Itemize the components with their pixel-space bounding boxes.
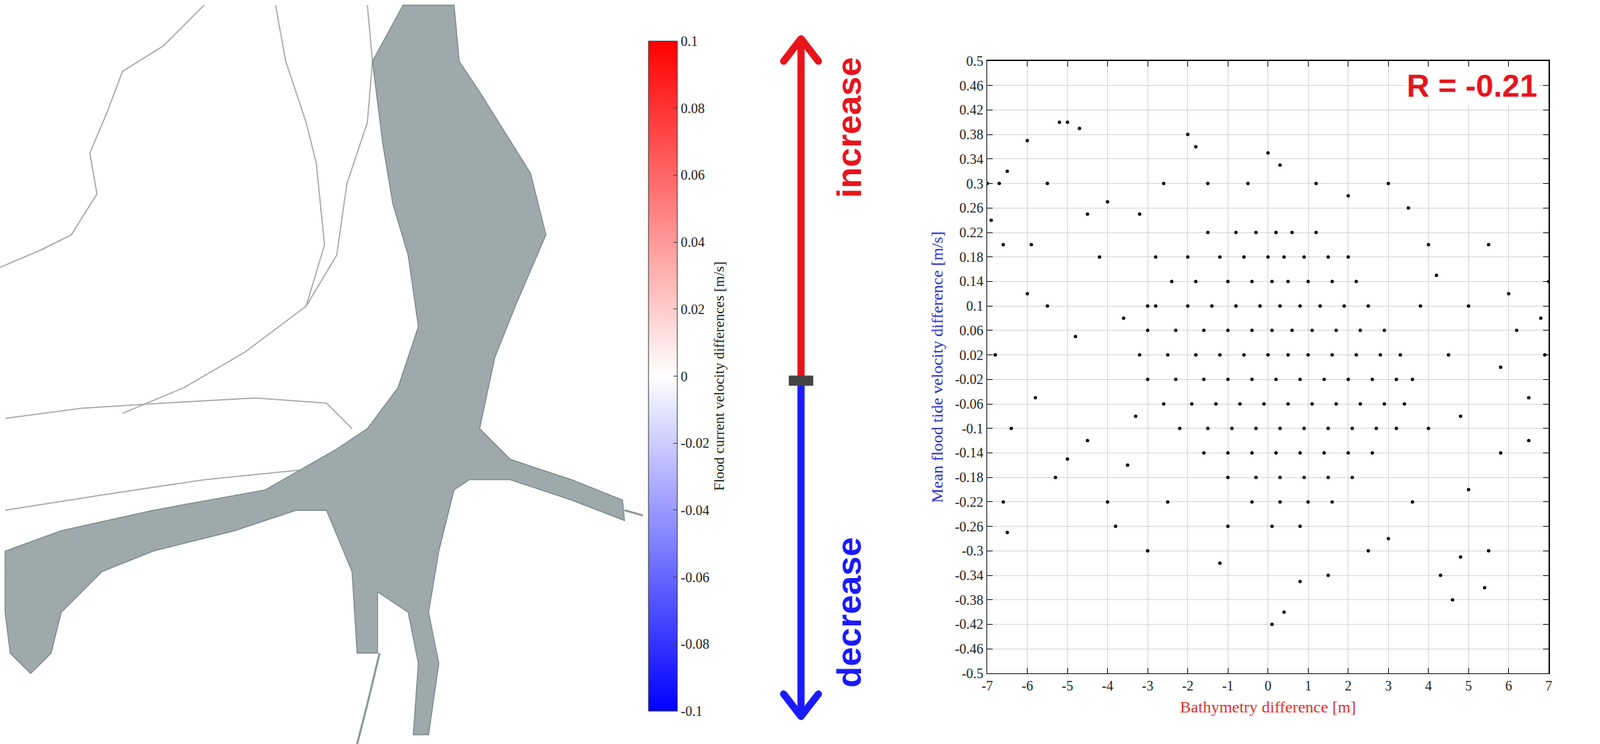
svg-text:5: 5 <box>1464 677 1472 694</box>
svg-text:Mean flood tide velocity diffe: Mean flood tide velocity difference [m/s… <box>928 231 947 503</box>
svg-text:decrease: decrease <box>829 536 869 687</box>
svg-text:Bathymetry difference [m]: Bathymetry difference [m] <box>1179 697 1356 716</box>
svg-text:6: 6 <box>1505 677 1513 694</box>
svg-text:-0.06: -0.06 <box>954 396 984 412</box>
svg-text:-7: -7 <box>981 677 994 694</box>
svg-text:-2: -2 <box>1181 677 1194 694</box>
svg-text:1: 1 <box>1304 677 1312 694</box>
svg-text:0.18: 0.18 <box>959 249 984 265</box>
svg-text:-3: -3 <box>1142 677 1154 694</box>
svg-text:-0.02: -0.02 <box>680 435 710 451</box>
svg-text:0: 0 <box>680 368 688 384</box>
svg-text:R = -0.21: R = -0.21 <box>1406 67 1538 104</box>
svg-text:0.02: 0.02 <box>680 301 705 317</box>
svg-text:0.38: 0.38 <box>959 126 984 142</box>
svg-text:0.5: 0.5 <box>966 53 984 69</box>
svg-text:-4: -4 <box>1101 677 1114 694</box>
svg-text:3: 3 <box>1384 677 1392 694</box>
svg-text:-0.06: -0.06 <box>680 569 710 585</box>
svg-text:-0.3: -0.3 <box>961 542 984 559</box>
svg-text:-6: -6 <box>1021 677 1034 694</box>
svg-text:0.04: 0.04 <box>680 234 705 250</box>
svg-text:-0.5: -0.5 <box>961 665 984 681</box>
svg-text:-0.22: -0.22 <box>954 494 984 510</box>
svg-text:-0.26: -0.26 <box>954 518 984 535</box>
svg-text:0.1: 0.1 <box>680 33 698 49</box>
svg-text:Flood current velocity differe: Flood current velocity differences [m/s] <box>710 261 728 491</box>
svg-text:0: 0 <box>1264 677 1272 694</box>
svg-text:7: 7 <box>1545 677 1553 694</box>
svg-text:-0.42: -0.42 <box>954 616 984 632</box>
svg-text:0.08: 0.08 <box>680 100 705 116</box>
svg-text:-0.04: -0.04 <box>680 502 710 518</box>
svg-text:2: 2 <box>1344 677 1352 694</box>
svg-text:0.1: 0.1 <box>966 298 984 314</box>
svg-text:-0.38: -0.38 <box>954 592 984 608</box>
svg-text:0.06: 0.06 <box>959 322 984 338</box>
svg-text:0.14: 0.14 <box>959 273 984 289</box>
svg-text:0.06: 0.06 <box>680 167 705 183</box>
svg-text:-1: -1 <box>1222 677 1234 694</box>
svg-text:0.42: 0.42 <box>959 102 984 118</box>
svg-text:0.3: 0.3 <box>966 176 984 192</box>
svg-text:increase: increase <box>829 56 869 198</box>
svg-text:-0.1: -0.1 <box>961 420 984 436</box>
svg-text:0.46: 0.46 <box>959 78 984 94</box>
svg-text:-0.34: -0.34 <box>954 567 984 583</box>
svg-text:0.22: 0.22 <box>959 224 984 240</box>
svg-text:0.02: 0.02 <box>959 347 984 363</box>
svg-text:-0.46: -0.46 <box>954 640 984 657</box>
svg-text:-5: -5 <box>1061 677 1074 694</box>
svg-text:-0.14: -0.14 <box>954 444 984 460</box>
svg-text:0.34: 0.34 <box>959 151 984 167</box>
svg-text:4: 4 <box>1425 677 1433 694</box>
svg-text:-0.18: -0.18 <box>954 469 984 485</box>
svg-text:-0.02: -0.02 <box>954 371 984 387</box>
svg-text:0.26: 0.26 <box>959 200 984 216</box>
svg-text:-0.1: -0.1 <box>680 703 703 719</box>
svg-text:-0.08: -0.08 <box>680 636 710 652</box>
